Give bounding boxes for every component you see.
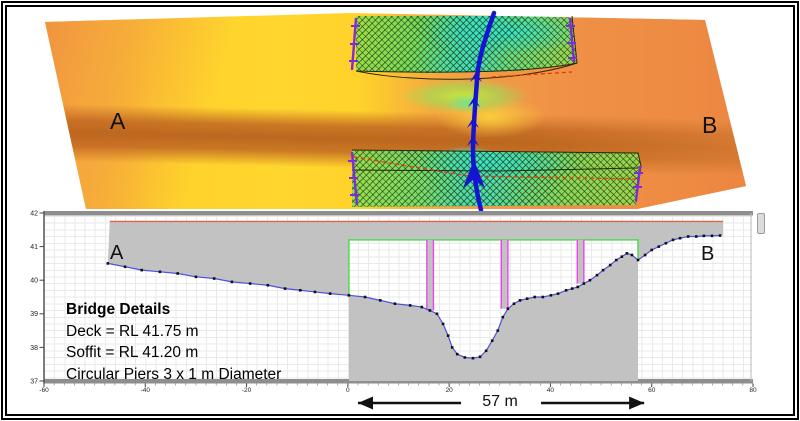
bridge-details-block: Bridge Details Deck = RL 41.75 m Soffit … xyxy=(66,299,281,385)
flood-depth-raster xyxy=(45,13,746,209)
section-label-b: B xyxy=(701,243,715,265)
plan-label-a: A xyxy=(110,108,126,134)
span-dimension-label: 57 m xyxy=(482,393,518,410)
upstream-hatched-area xyxy=(356,16,577,73)
bridge-details-deck: Deck = RL 41.75 m xyxy=(66,322,199,340)
bridge-details-piers: Circular Piers 3 x 1 m Diameter xyxy=(66,365,282,383)
section-label-a: A xyxy=(110,242,124,264)
bridge-details-title: Bridge Details xyxy=(66,301,171,318)
scrollbar-thumb xyxy=(757,213,765,234)
plan-view-panel xyxy=(40,8,750,211)
bridge-details-soffit: Soffit = RL 41.20 m xyxy=(66,344,199,361)
depth-blob-cyan xyxy=(446,94,486,112)
downstream-hatched-area xyxy=(352,150,641,207)
figure-inner-border xyxy=(5,5,795,416)
plan-label-b: B xyxy=(702,112,718,138)
